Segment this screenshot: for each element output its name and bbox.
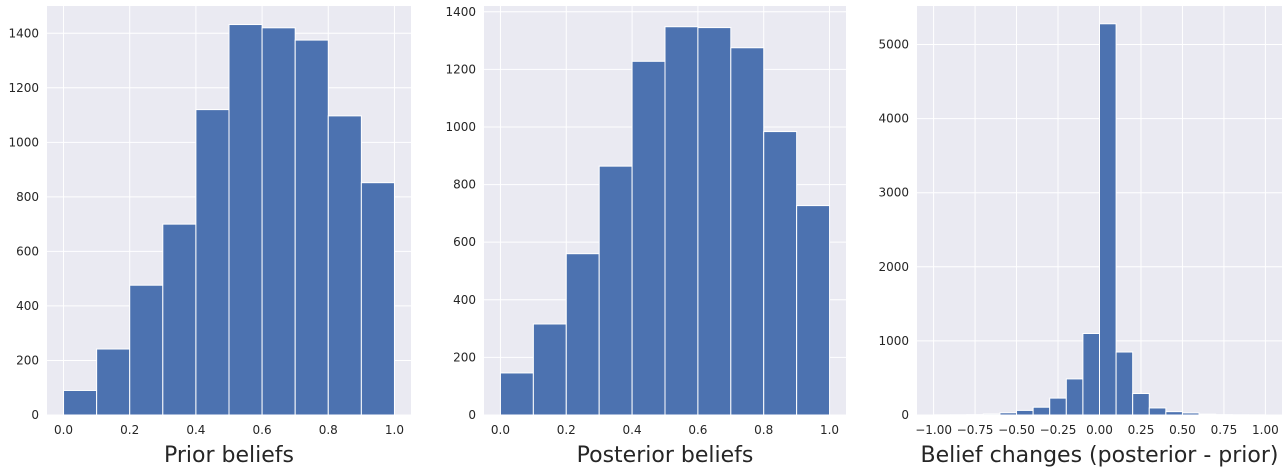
posterior-histogram-bar: [697, 27, 732, 416]
changes-x-tick-label: −0.75: [957, 423, 994, 437]
prior-y-tick-label: 800: [16, 190, 39, 204]
changes-x-tick-label: 0.75: [1211, 423, 1238, 437]
changes-y-tick-label: 0: [901, 408, 909, 422]
prior-y-tick-label: 0: [31, 408, 39, 422]
posterior-x-tick-label: 0.0: [491, 423, 510, 437]
prior-x-tick-label: 0.6: [253, 423, 272, 437]
prior-histogram-bar: [261, 27, 296, 416]
posterior-histogram-bar: [664, 26, 699, 416]
changes-histogram-bar: [1132, 393, 1150, 416]
changes-histogram-bar: [1165, 411, 1183, 416]
posterior-x-ticks: 0.0 0.2 0.4 0.6 0.8 1.0: [491, 423, 839, 437]
posterior-histogram-bar: [598, 165, 633, 416]
prior-y-ticks: 0 200 400 600 800 1000 1200 1400: [8, 26, 39, 422]
posterior-histogram-bar: [730, 47, 765, 416]
posterior-x-tick-label: 0.6: [688, 423, 707, 437]
posterior-x-tick-label: 0.2: [557, 423, 576, 437]
changes-x-tick-label: −0.50: [998, 423, 1035, 437]
prior-histogram-bar: [162, 223, 197, 416]
prior-histogram-bar: [360, 182, 395, 416]
posterior-x-tick-label: 0.4: [623, 423, 642, 437]
prior-histogram-bar: [129, 284, 164, 416]
changes-x-tick-label: 0.50: [1169, 423, 1196, 437]
changes-x-tick-label: 0.25: [1128, 423, 1155, 437]
posterior-x-axis-label: Posterior beliefs: [577, 443, 754, 467]
posterior-y-tick-label: 1400: [445, 5, 476, 19]
prior-y-tick-label: 1200: [8, 81, 39, 95]
changes-histogram-bar: [1148, 407, 1167, 416]
prior-x-tick-label: 0.0: [54, 423, 73, 437]
prior-histogram-bar: [228, 24, 263, 416]
posterior-y-ticks: 0 200 400 600 800 1000 1200 1400: [445, 5, 476, 422]
prior-y-tick-label: 1400: [8, 26, 39, 40]
prior-histogram-bar: [195, 109, 230, 416]
changes-x-tick-label: 0.00: [1086, 423, 1113, 437]
changes-histogram-bar: [1082, 332, 1100, 416]
prior-x-axis-label: Prior beliefs: [164, 443, 294, 467]
prior-y-tick-label: 400: [16, 299, 39, 313]
prior-x-tick-label: 0.8: [319, 423, 338, 437]
prior-x-ticks: 0.0 0.2 0.4 0.6 0.8 1.0: [54, 423, 404, 437]
prior-x-tick-label: 1.0: [385, 423, 404, 437]
changes-histogram-bar: [1065, 378, 1084, 416]
changes-histogram-bar: [1032, 406, 1051, 416]
changes-y-tick-label: 4000: [878, 112, 909, 126]
prior-histogram-bar: [327, 115, 362, 416]
changes-bars: [933, 23, 1266, 416]
prior-x-tick-label: 0.2: [120, 423, 139, 437]
posterior-histogram-bar: [763, 131, 798, 416]
posterior-bars: [499, 26, 831, 416]
changes-x-tick-label: −0.25: [1040, 423, 1077, 437]
prior-histogram-bar: [96, 348, 131, 416]
prior-x-tick-label: 0.4: [186, 423, 205, 437]
posterior-y-tick-label: 200: [453, 350, 476, 364]
changes-x-tick-label: 1.00: [1252, 423, 1279, 437]
changes-x-axis-label: Belief changes (posterior - prior): [921, 443, 1279, 467]
prior-histogram-bar: [294, 39, 329, 416]
changes-y-tick-label: 1000: [878, 334, 909, 348]
prior-y-tick-label: 200: [16, 353, 39, 367]
changes-histogram-bar: [1181, 412, 1200, 416]
posterior-y-tick-label: 800: [453, 178, 476, 192]
posterior-histogram-bar: [499, 372, 534, 416]
posterior-histogram-bar: [565, 253, 600, 416]
changes-histogram-bar: [999, 412, 1018, 416]
posterior-histogram-bar: [631, 60, 666, 416]
posterior-histogram-bar: [796, 205, 831, 416]
prior-y-tick-label: 1000: [8, 135, 39, 149]
changes-histogram-bar: [1099, 23, 1117, 416]
belief-changes-panel: 0 1000 2000 3000 4000 5000 −1.00 −0.75 −0.50 −0.…: [878, 6, 1282, 467]
changes-histogram-bar: [1198, 413, 1217, 416]
posterior-y-tick-label: 600: [453, 235, 476, 249]
prior-y-tick-label: 600: [16, 244, 39, 258]
prior-histogram-bar: [63, 389, 98, 416]
changes-y-ticks: 0 1000 2000 3000 4000 5000: [878, 38, 909, 422]
posterior-x-tick-label: 0.8: [754, 423, 773, 437]
changes-histogram-bar: [982, 413, 1001, 416]
changes-x-tick-label: −1.00: [915, 423, 952, 437]
posterior-y-tick-label: 1000: [445, 120, 476, 134]
changes-x-ticks: −1.00 −0.75 −0.50 −0.25 0.00 0.25 0.50 0.75 1.00: [915, 423, 1279, 437]
changes-histogram-bar: [1049, 397, 1067, 416]
changes-histogram-bar: [1115, 351, 1134, 416]
posterior-y-tick-label: 1200: [445, 62, 476, 76]
posterior-y-tick-label: 0: [468, 408, 476, 422]
prior-bars: [63, 24, 395, 416]
posterior-x-tick-label: 1.0: [820, 423, 839, 437]
changes-y-tick-label: 2000: [878, 260, 909, 274]
changes-y-tick-label: 5000: [878, 38, 909, 52]
changes-histogram-bar: [1016, 409, 1034, 416]
changes-y-tick-label: 3000: [878, 186, 909, 200]
posterior-histogram-bar: [532, 323, 567, 416]
posterior-y-tick-label: 400: [453, 293, 476, 307]
